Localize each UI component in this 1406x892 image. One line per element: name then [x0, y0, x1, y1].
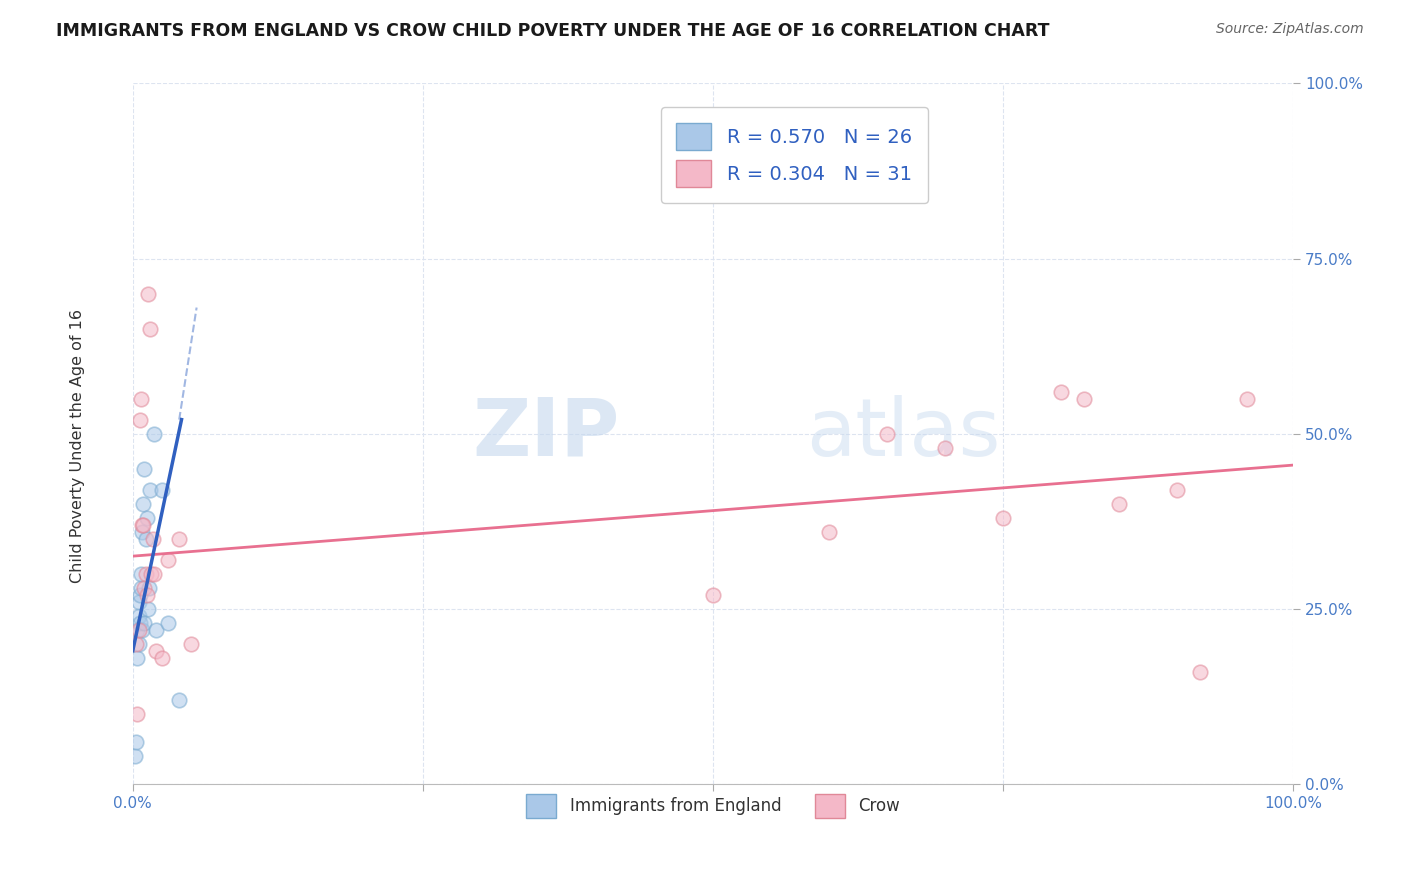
Point [128, 608, 150, 623]
Point [167, 692, 190, 706]
Point [131, 623, 153, 637]
Point [128, 623, 150, 637]
Point [991, 510, 1014, 524]
Point [138, 581, 160, 595]
Point [124, 748, 146, 763]
Point [128, 637, 150, 651]
Point [934, 441, 956, 455]
Point [127, 706, 149, 721]
Point [167, 532, 190, 546]
Point [132, 497, 155, 511]
Point [1236, 392, 1258, 406]
Point [127, 623, 149, 637]
Point [150, 650, 173, 665]
Point [145, 623, 167, 637]
Point [134, 581, 156, 595]
Point [180, 637, 202, 651]
Point [128, 615, 150, 630]
Point [1050, 384, 1073, 399]
Point [129, 581, 152, 595]
Point [131, 517, 153, 532]
Point [134, 461, 156, 475]
Point [1108, 497, 1130, 511]
Point [145, 643, 167, 657]
Point [128, 412, 150, 426]
Point [142, 426, 165, 441]
Point [135, 566, 157, 581]
Point [150, 483, 173, 497]
Text: ZIP: ZIP [472, 394, 620, 473]
Point [135, 588, 157, 602]
Point [156, 552, 179, 566]
Point [876, 426, 898, 441]
Point [125, 637, 148, 651]
Point [129, 566, 152, 581]
Point [136, 286, 159, 301]
Point [129, 392, 152, 406]
Point [135, 532, 157, 546]
Point [156, 615, 179, 630]
Point [131, 524, 153, 539]
Text: IMMIGRANTS FROM ENGLAND VS CROW CHILD POVERTY UNDER THE AGE OF 16 CORRELATION CH: IMMIGRANTS FROM ENGLAND VS CROW CHILD PO… [56, 22, 1050, 40]
Point [702, 588, 724, 602]
Point [139, 321, 162, 335]
Point [141, 566, 163, 581]
Point [128, 595, 150, 609]
Point [136, 601, 159, 615]
Point [1073, 392, 1095, 406]
Point [141, 532, 163, 546]
Point [125, 735, 148, 749]
Legend: Immigrants from England, Crow: Immigrants from England, Crow [520, 788, 907, 824]
Point [1189, 665, 1212, 679]
Point [135, 510, 157, 524]
Point [128, 588, 150, 602]
Point [139, 483, 162, 497]
Text: Child Poverty Under the Age of 16: Child Poverty Under the Age of 16 [70, 309, 84, 583]
Point [127, 650, 149, 665]
Point [134, 615, 156, 630]
Text: atlas: atlas [806, 394, 1000, 473]
Point [142, 566, 165, 581]
Point [132, 517, 155, 532]
Text: Source: ZipAtlas.com: Source: ZipAtlas.com [1216, 22, 1364, 37]
Point [818, 524, 841, 539]
Point [1166, 483, 1188, 497]
